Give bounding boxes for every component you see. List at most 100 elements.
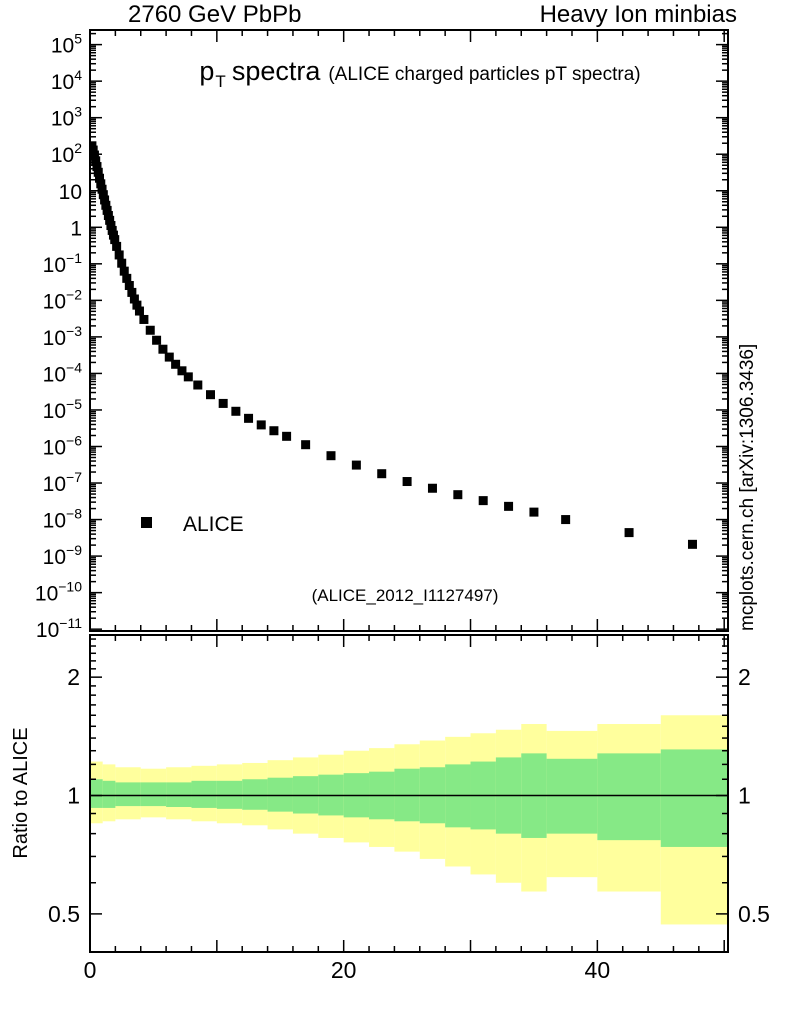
x-axis-labels: 0 20 40 bbox=[84, 957, 611, 983]
spectrum-point bbox=[132, 300, 142, 310]
header-right-label: Heavy Ion minbias bbox=[540, 1, 737, 28]
spectrum-point bbox=[624, 528, 634, 538]
spectrum-point bbox=[91, 156, 101, 166]
spectrum-point bbox=[100, 195, 110, 205]
inner-band-bin bbox=[166, 782, 192, 808]
spectrum-point bbox=[326, 451, 336, 461]
spectrum-point bbox=[301, 440, 311, 450]
ratio-ylabel: Ratio to ALICE bbox=[10, 727, 32, 858]
inner-band-bin bbox=[102, 780, 116, 808]
y-tick-label: 10 bbox=[59, 181, 82, 204]
x-tick-label: 20 bbox=[331, 957, 357, 983]
spectrum-point bbox=[687, 539, 697, 549]
spectrum-point bbox=[106, 220, 116, 230]
y-tick-label: 10−6 bbox=[43, 432, 83, 459]
main-frame bbox=[89, 29, 729, 632]
ratio-x-ticks bbox=[89, 635, 725, 952]
spectrum-point bbox=[107, 225, 117, 235]
y-tick-label: 10−4 bbox=[43, 359, 83, 386]
inner-band-bin bbox=[267, 777, 293, 812]
spectrum-point bbox=[95, 173, 105, 183]
spectrum-point bbox=[105, 215, 115, 225]
spectrum-point bbox=[103, 211, 113, 221]
spectrum-point bbox=[218, 398, 228, 408]
x-tick-label: 0 bbox=[84, 957, 97, 983]
title-main: spectra bbox=[232, 56, 322, 86]
spectrum-point bbox=[164, 352, 174, 362]
inner-band-bin bbox=[115, 782, 141, 807]
dataset-reference-label: (ALICE_2012_I1127497) bbox=[312, 586, 499, 605]
main-title: pT spectra (ALICE charged particles pT spe… bbox=[199, 56, 640, 91]
y-tick-label: 10−9 bbox=[43, 542, 83, 569]
spectrum-point bbox=[139, 314, 149, 324]
spectrum-point bbox=[90, 150, 99, 160]
spectrum-point bbox=[478, 496, 488, 506]
title-sub-T: T bbox=[215, 72, 225, 91]
legend-marker-alice bbox=[141, 517, 152, 528]
spectrum-point bbox=[282, 431, 292, 441]
ratio-tick-label-left: 0.5 bbox=[48, 901, 80, 927]
y-tick-label: 10−7 bbox=[43, 469, 83, 496]
y-tick-label: 10−5 bbox=[43, 396, 83, 423]
spectrum-point bbox=[119, 266, 129, 276]
spectrum-point bbox=[402, 477, 412, 487]
y-tick-label: 104 bbox=[51, 67, 82, 94]
y-tick-label: 10−10 bbox=[35, 579, 82, 606]
x-tick-label: 40 bbox=[585, 957, 611, 983]
y-tick-label: 10−11 bbox=[36, 615, 82, 642]
spectrum-point bbox=[127, 287, 137, 297]
spectrum-point bbox=[561, 515, 571, 525]
y-tick-label: 103 bbox=[51, 104, 82, 131]
spectrum-point bbox=[193, 380, 203, 390]
y-tick-label: 105 bbox=[51, 31, 82, 58]
spectrum-point bbox=[244, 413, 254, 423]
spectrum-point bbox=[256, 420, 266, 430]
y-tick-label: 102 bbox=[51, 140, 82, 167]
spectrum-point bbox=[269, 426, 279, 436]
spectrum-point bbox=[101, 200, 111, 210]
title-paren: (ALICE charged particles pT spectra) bbox=[328, 64, 640, 85]
ratio-tick-label-left: 2 bbox=[67, 664, 80, 690]
ratio-frame bbox=[89, 634, 729, 953]
spectrum-point bbox=[183, 372, 193, 382]
spectrum-point bbox=[97, 184, 107, 194]
y-tick-label: 1 bbox=[70, 217, 82, 240]
inner-band-bin bbox=[191, 780, 217, 808]
mcplots-watermark: mcplots.cern.ch [arXiv:1306.3436] bbox=[737, 344, 758, 631]
spectrum-point bbox=[129, 294, 139, 304]
spectrum-point bbox=[110, 235, 120, 245]
ratio-tick-label-left: 1 bbox=[67, 783, 80, 809]
spectrum-point bbox=[102, 205, 112, 215]
spectrum-point bbox=[377, 469, 387, 479]
y-tick-label: 10−2 bbox=[43, 286, 83, 313]
y-tick-label: 10−8 bbox=[43, 506, 83, 533]
spectrum-point bbox=[171, 359, 181, 369]
inner-band-bin bbox=[597, 753, 661, 841]
spectrum-point bbox=[124, 281, 134, 291]
spectrum-point bbox=[134, 306, 144, 316]
main-x-ticks bbox=[89, 30, 725, 631]
inner-band-bin bbox=[140, 782, 167, 807]
inner-band-bin bbox=[660, 749, 728, 847]
inner-band-bin bbox=[242, 779, 268, 810]
spectrum-point bbox=[453, 490, 463, 500]
spectrum-point bbox=[92, 162, 102, 172]
ratio-y-axis: 0.5 0.5 1 1 2 2 bbox=[48, 638, 770, 927]
inner-band-bin bbox=[90, 779, 103, 808]
spectrum-point bbox=[98, 190, 108, 200]
spectrum-point bbox=[158, 344, 168, 354]
ratio-tick-label-right: 2 bbox=[738, 664, 751, 690]
spectrum-point bbox=[93, 167, 103, 177]
spectrum-point bbox=[231, 406, 241, 416]
spectrum-point bbox=[145, 325, 155, 335]
spectrum-point bbox=[90, 145, 98, 155]
title-p: p bbox=[199, 56, 214, 86]
spectrum-point bbox=[351, 460, 361, 470]
spectrum-point bbox=[122, 273, 132, 283]
spectrum-point bbox=[152, 335, 162, 345]
spectrum-point bbox=[504, 501, 514, 511]
spectrum-point bbox=[114, 250, 124, 260]
spectrum-series-alice bbox=[90, 141, 697, 549]
